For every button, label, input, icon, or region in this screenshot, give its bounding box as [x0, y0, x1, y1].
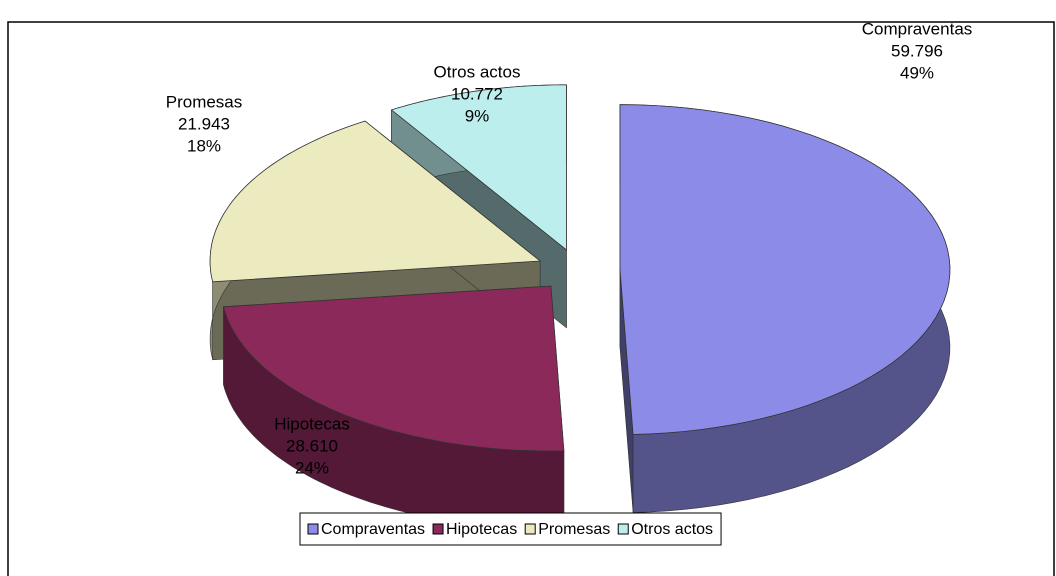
labels: Compraventas 59.796 49% Hipotecas 28.610 24% P… — [166, 19, 973, 477]
data-label: Compraventas — [862, 19, 973, 38]
data-label: 24% — [295, 458, 329, 477]
data-label: Hipotecas — [274, 414, 350, 433]
title-strip — [0, 0, 1056, 21]
slice-top — [209, 120, 542, 283]
data-label: 49% — [900, 63, 934, 82]
slice-top — [619, 104, 951, 435]
legend-label: Hipotecas — [446, 521, 517, 538]
data-label: 9% — [465, 106, 490, 125]
data-label: 21.943 — [178, 114, 230, 133]
legend-label: Compraventas — [321, 521, 425, 538]
legend-swatch — [617, 523, 629, 535]
slice-top — [222, 285, 565, 452]
legend-swatch — [307, 523, 319, 535]
legend-box — [299, 512, 722, 546]
data-label: 59.796 — [891, 41, 943, 60]
pie — [209, 84, 951, 530]
slice — [222, 285, 565, 530]
legend-swatch — [432, 523, 444, 535]
data-label: Otros actos — [434, 62, 521, 81]
data-label: 10.772 — [451, 84, 503, 103]
legend-swatch — [524, 523, 536, 535]
slice-top — [390, 84, 567, 251]
data-label: 28.610 — [286, 436, 338, 455]
legend-label: Otros actos — [631, 521, 713, 538]
data-label: Promesas — [166, 92, 243, 111]
data-label: 18% — [187, 136, 221, 155]
legend-label: Promesas — [538, 521, 610, 538]
legend: Compraventas Hipotecas Promesas Otros actos — [299, 512, 722, 546]
